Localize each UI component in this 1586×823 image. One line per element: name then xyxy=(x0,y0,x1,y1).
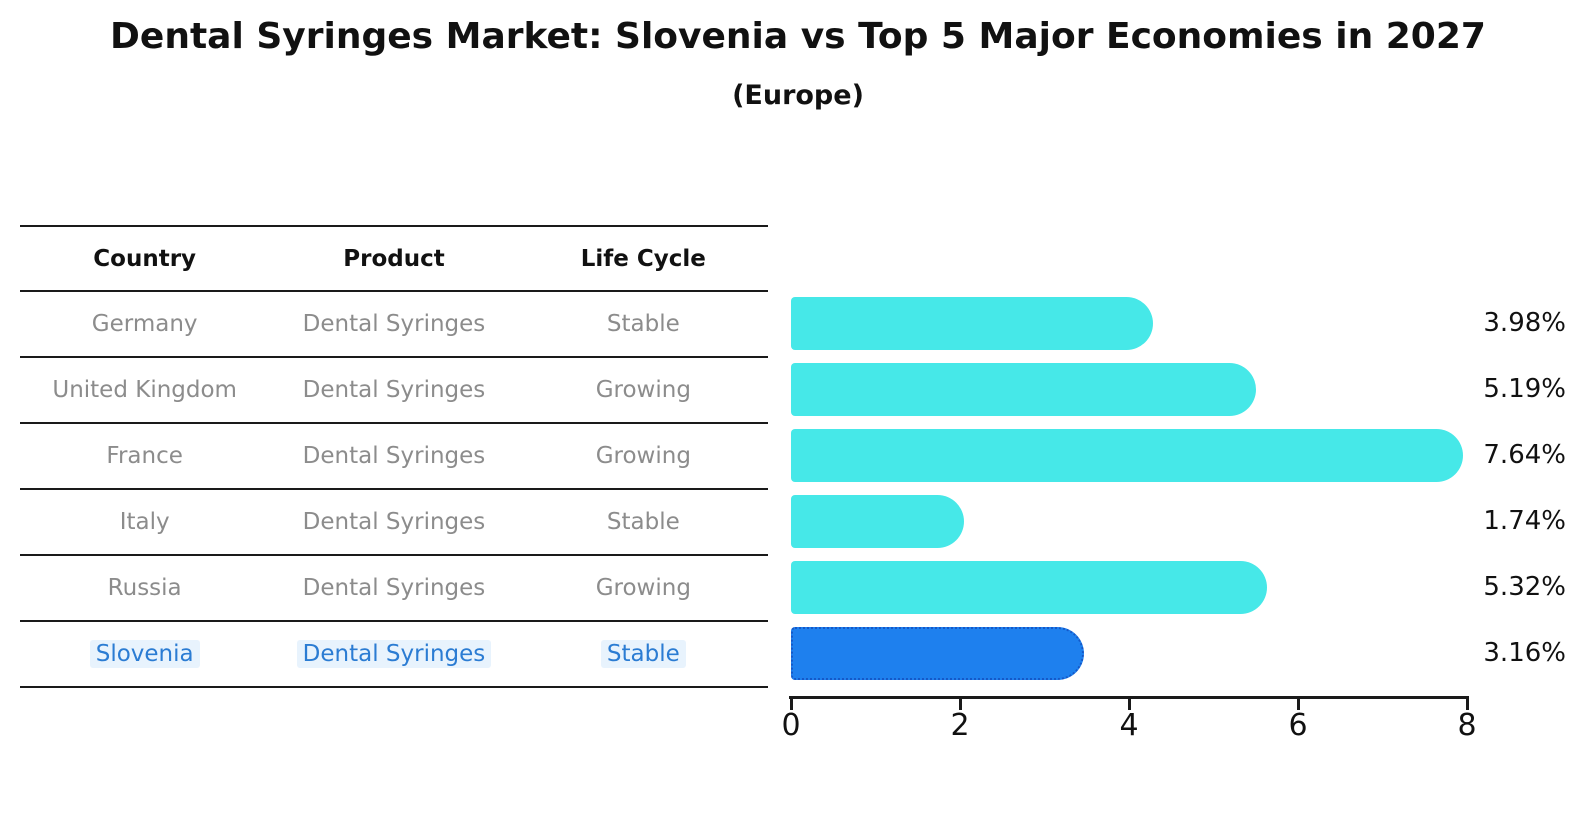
cell-france-country: France xyxy=(20,443,269,469)
cell-text: Growing xyxy=(595,575,691,601)
cell-text: Germany xyxy=(91,311,198,337)
value-label-russia: 5.32% xyxy=(1483,572,1566,602)
x-tick-mark-6 xyxy=(1296,699,1300,710)
cell-text: France xyxy=(106,443,183,469)
cell-germany-product: Dental Syringes xyxy=(269,311,518,337)
cell-slovenia-product: Dental Syringes xyxy=(269,640,518,668)
x-tick-label-8: 8 xyxy=(1457,708,1477,743)
cell-text: Growing xyxy=(595,377,691,403)
cell-germany-country: Germany xyxy=(20,311,269,337)
x-tick-mark-0 xyxy=(789,699,793,710)
x-tick-label-2: 2 xyxy=(950,708,970,743)
cell-united-kingdom-product: Dental Syringes xyxy=(269,377,518,403)
x-tick-mark-4 xyxy=(1127,699,1131,710)
cell-france-product: Dental Syringes xyxy=(269,443,518,469)
bar-france xyxy=(791,428,1463,482)
x-tick-label-4: 4 xyxy=(1119,708,1139,743)
bar-united-kingdom xyxy=(791,362,1256,416)
table-header-life-cycle: Life Cycle xyxy=(580,245,706,272)
table-row-russia: Russia Dental Syringes Growing xyxy=(20,556,768,622)
x-tick-mark-2 xyxy=(958,699,962,710)
cell-germany-life-cycle: Stable xyxy=(519,311,768,337)
cell-text: Stable xyxy=(606,311,680,337)
bar-slovenia xyxy=(791,626,1085,680)
cell-slovenia-country: Slovenia xyxy=(20,640,269,668)
cell-text: Dental Syringes xyxy=(302,443,486,469)
value-label-italy: 1.74% xyxy=(1483,506,1566,536)
table-header-product: Product xyxy=(343,245,445,272)
table-row-slovenia: Slovenia Dental Syringes Stable xyxy=(20,622,768,688)
bar-germany xyxy=(791,296,1154,350)
bar-russia xyxy=(791,560,1267,614)
table-row-united-kingdom: United Kingdom Dental Syringes Growing xyxy=(20,358,768,424)
cell-russia-life-cycle: Growing xyxy=(519,575,768,601)
cell-text: Stable xyxy=(606,509,680,535)
table-body: Germany Dental Syringes Stable United Kingd… xyxy=(20,292,768,688)
x-tick-label-0: 0 xyxy=(781,708,801,743)
value-label-germany: 3.98% xyxy=(1483,308,1566,338)
cell-text: Dental Syringes xyxy=(302,509,486,535)
cell-text: Russia xyxy=(107,575,182,601)
cell-italy-product: Dental Syringes xyxy=(269,509,518,535)
cell-russia-country: Russia xyxy=(20,575,269,601)
chart-subtitle: (Europe) xyxy=(732,80,864,111)
cell-text: Dental Syringes xyxy=(302,377,486,403)
cell-united-kingdom-life-cycle: Growing xyxy=(519,377,768,403)
chart-title: Dental Syringes Market: Slovenia vs Top … xyxy=(110,16,1486,57)
table-header-row: Country Product Life Cycle xyxy=(20,227,768,292)
cell-text: Dental Syringes xyxy=(302,311,486,337)
value-label-france: 7.64% xyxy=(1483,440,1566,470)
cell-france-life-cycle: Growing xyxy=(519,443,768,469)
cell-text: Stable xyxy=(600,640,686,668)
table-row-france: France Dental Syringes Growing xyxy=(20,424,768,490)
table-header-country: Country xyxy=(93,245,197,272)
cell-italy-life-cycle: Stable xyxy=(519,509,768,535)
table-row-italy: Italy Dental Syringes Stable xyxy=(20,490,768,556)
x-tick-label-6: 6 xyxy=(1288,708,1308,743)
cell-text: Growing xyxy=(595,443,691,469)
cell-text: Italy xyxy=(119,509,170,535)
bar-italy xyxy=(791,494,965,548)
value-label-united-kingdom: 5.19% xyxy=(1483,374,1566,404)
cell-russia-product: Dental Syringes xyxy=(269,575,518,601)
cell-united-kingdom-country: United Kingdom xyxy=(20,377,269,403)
value-label-slovenia: 3.16% xyxy=(1483,638,1566,668)
x-tick-mark-8 xyxy=(1465,699,1469,710)
cell-text: Dental Syringes xyxy=(302,575,486,601)
table-row-germany: Germany Dental Syringes Stable xyxy=(20,292,768,358)
cell-text: United Kingdom xyxy=(52,377,237,403)
x-axis-line xyxy=(789,696,1469,699)
cell-slovenia-life-cycle: Stable xyxy=(519,640,768,668)
data-table: Country Product Life Cycle Germany Dental S… xyxy=(20,225,768,688)
cell-text: Dental Syringes xyxy=(296,640,492,668)
cell-italy-country: Italy xyxy=(20,509,269,535)
cell-text: Slovenia xyxy=(89,640,200,668)
